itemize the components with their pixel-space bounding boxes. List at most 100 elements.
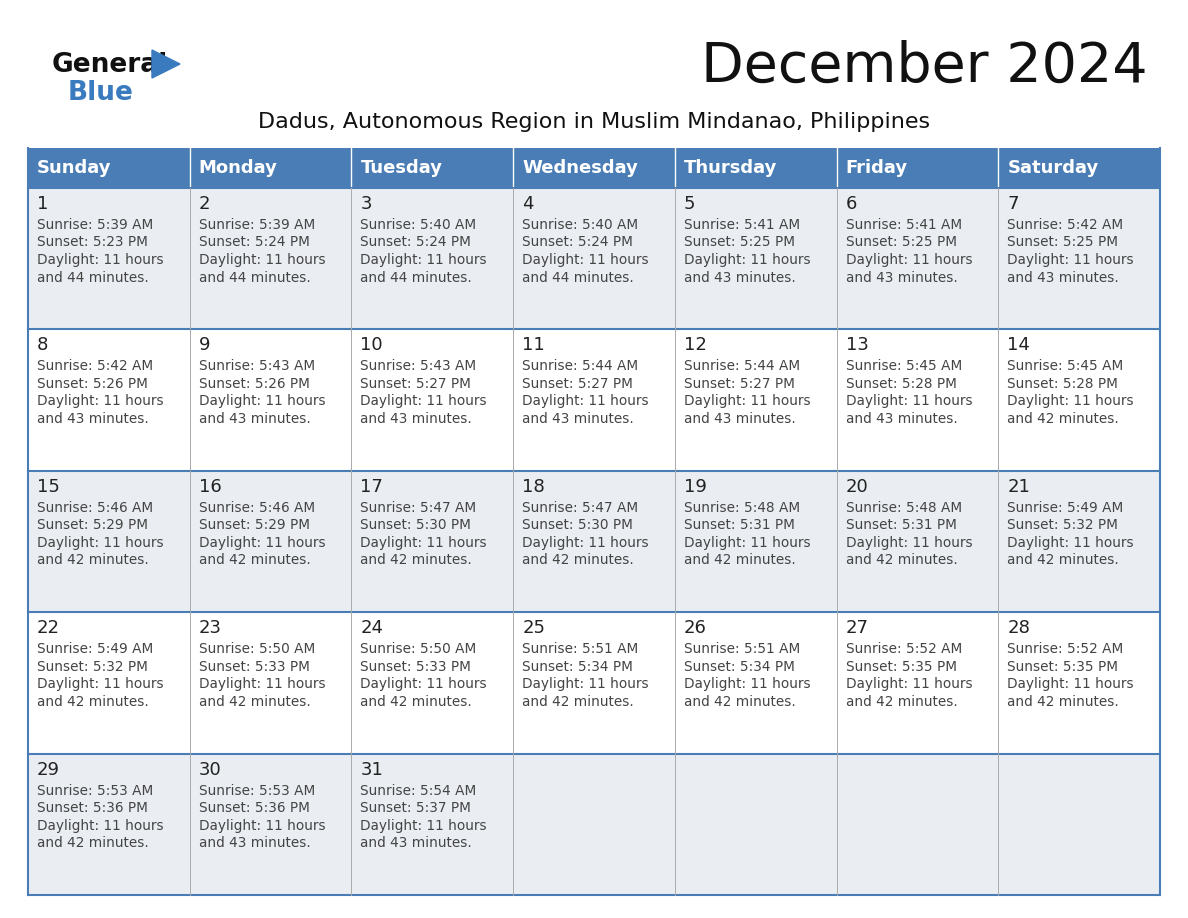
Text: 29: 29 <box>37 761 61 778</box>
Bar <box>513 330 675 471</box>
Text: Wednesday: Wednesday <box>523 159 638 177</box>
Text: Sunrise: 5:45 AM: Sunrise: 5:45 AM <box>1007 360 1124 374</box>
Text: Sunrise: 5:46 AM: Sunrise: 5:46 AM <box>37 501 153 515</box>
Text: Sunrise: 5:52 AM: Sunrise: 5:52 AM <box>846 643 962 656</box>
Text: Sunset: 5:33 PM: Sunset: 5:33 PM <box>360 660 472 674</box>
Text: Sunrise: 5:48 AM: Sunrise: 5:48 AM <box>684 501 800 515</box>
Bar <box>836 188 998 330</box>
Text: Sunset: 5:37 PM: Sunset: 5:37 PM <box>360 801 472 815</box>
Text: and 43 minutes.: and 43 minutes. <box>360 412 472 426</box>
Text: 24: 24 <box>360 620 384 637</box>
Text: Sunrise: 5:40 AM: Sunrise: 5:40 AM <box>523 218 638 232</box>
Bar <box>675 188 836 330</box>
Text: Daylight: 11 hours: Daylight: 11 hours <box>1007 395 1133 409</box>
Text: Sunset: 5:30 PM: Sunset: 5:30 PM <box>360 519 472 532</box>
Text: Dadus, Autonomous Region in Muslim Mindanao, Philippines: Dadus, Autonomous Region in Muslim Minda… <box>258 112 930 132</box>
Text: 20: 20 <box>846 477 868 496</box>
Text: Sunset: 5:34 PM: Sunset: 5:34 PM <box>684 660 795 674</box>
Text: and 42 minutes.: and 42 minutes. <box>360 695 472 709</box>
Bar <box>675 330 836 471</box>
Bar <box>513 188 675 330</box>
Bar <box>513 612 675 754</box>
Text: Sunrise: 5:53 AM: Sunrise: 5:53 AM <box>37 784 153 798</box>
Text: Sunset: 5:24 PM: Sunset: 5:24 PM <box>360 236 472 250</box>
Text: Sunset: 5:33 PM: Sunset: 5:33 PM <box>198 660 310 674</box>
Text: 19: 19 <box>684 477 707 496</box>
Text: and 42 minutes.: and 42 minutes. <box>37 695 148 709</box>
Bar <box>998 148 1159 188</box>
Text: and 44 minutes.: and 44 minutes. <box>360 271 472 285</box>
Text: Thursday: Thursday <box>684 159 777 177</box>
Text: and 43 minutes.: and 43 minutes. <box>846 412 958 426</box>
Bar <box>352 471 513 612</box>
Text: Saturday: Saturday <box>1007 159 1099 177</box>
Text: Sunset: 5:32 PM: Sunset: 5:32 PM <box>1007 519 1118 532</box>
Text: Sunset: 5:23 PM: Sunset: 5:23 PM <box>37 236 147 250</box>
Text: 10: 10 <box>360 336 383 354</box>
Bar <box>513 754 675 895</box>
Bar <box>675 471 836 612</box>
Text: Sunrise: 5:41 AM: Sunrise: 5:41 AM <box>684 218 800 232</box>
Text: 7: 7 <box>1007 195 1019 213</box>
Text: 30: 30 <box>198 761 221 778</box>
Text: Daylight: 11 hours: Daylight: 11 hours <box>846 677 972 691</box>
Bar <box>998 188 1159 330</box>
Bar <box>836 754 998 895</box>
Text: Sunset: 5:36 PM: Sunset: 5:36 PM <box>37 801 147 815</box>
Text: and 43 minutes.: and 43 minutes. <box>1007 271 1119 285</box>
Bar <box>675 754 836 895</box>
Text: and 43 minutes.: and 43 minutes. <box>684 271 796 285</box>
Text: Daylight: 11 hours: Daylight: 11 hours <box>198 395 326 409</box>
Text: Sunset: 5:34 PM: Sunset: 5:34 PM <box>523 660 633 674</box>
Text: and 42 minutes.: and 42 minutes. <box>684 554 796 567</box>
Text: 23: 23 <box>198 620 222 637</box>
Text: 11: 11 <box>523 336 545 354</box>
Text: 25: 25 <box>523 620 545 637</box>
Text: Sunset: 5:25 PM: Sunset: 5:25 PM <box>1007 236 1118 250</box>
Text: 9: 9 <box>198 336 210 354</box>
Text: Sunset: 5:25 PM: Sunset: 5:25 PM <box>684 236 795 250</box>
Text: Sunrise: 5:44 AM: Sunrise: 5:44 AM <box>523 360 638 374</box>
Text: Daylight: 11 hours: Daylight: 11 hours <box>846 253 972 267</box>
Text: Sunset: 5:31 PM: Sunset: 5:31 PM <box>684 519 795 532</box>
Text: Monday: Monday <box>198 159 278 177</box>
Text: 27: 27 <box>846 620 868 637</box>
Bar <box>29 330 190 471</box>
Bar <box>29 754 190 895</box>
Text: Sunrise: 5:49 AM: Sunrise: 5:49 AM <box>37 643 153 656</box>
Bar <box>998 471 1159 612</box>
Text: and 42 minutes.: and 42 minutes. <box>523 554 634 567</box>
Text: Sunrise: 5:51 AM: Sunrise: 5:51 AM <box>523 643 638 656</box>
Text: Daylight: 11 hours: Daylight: 11 hours <box>37 253 164 267</box>
Text: Blue: Blue <box>68 80 134 106</box>
Text: and 42 minutes.: and 42 minutes. <box>1007 695 1119 709</box>
Text: and 43 minutes.: and 43 minutes. <box>37 412 148 426</box>
Text: and 43 minutes.: and 43 minutes. <box>198 836 310 850</box>
Text: Daylight: 11 hours: Daylight: 11 hours <box>198 536 326 550</box>
Text: and 43 minutes.: and 43 minutes. <box>198 412 310 426</box>
Bar <box>998 754 1159 895</box>
Bar <box>513 471 675 612</box>
Text: 21: 21 <box>1007 477 1030 496</box>
Text: 22: 22 <box>37 620 61 637</box>
Text: 4: 4 <box>523 195 533 213</box>
Text: Sunrise: 5:51 AM: Sunrise: 5:51 AM <box>684 643 800 656</box>
Text: Daylight: 11 hours: Daylight: 11 hours <box>37 819 164 833</box>
Text: and 42 minutes.: and 42 minutes. <box>684 695 796 709</box>
Text: Sunset: 5:25 PM: Sunset: 5:25 PM <box>846 236 956 250</box>
Text: and 43 minutes.: and 43 minutes. <box>360 836 472 850</box>
Bar <box>190 148 352 188</box>
Text: Daylight: 11 hours: Daylight: 11 hours <box>523 677 649 691</box>
Text: Daylight: 11 hours: Daylight: 11 hours <box>523 395 649 409</box>
Text: Sunrise: 5:39 AM: Sunrise: 5:39 AM <box>198 218 315 232</box>
Text: Daylight: 11 hours: Daylight: 11 hours <box>37 677 164 691</box>
Text: 12: 12 <box>684 336 707 354</box>
Text: Sunset: 5:36 PM: Sunset: 5:36 PM <box>198 801 310 815</box>
Text: and 42 minutes.: and 42 minutes. <box>360 554 472 567</box>
Text: 26: 26 <box>684 620 707 637</box>
Bar <box>190 754 352 895</box>
Text: Sunrise: 5:41 AM: Sunrise: 5:41 AM <box>846 218 962 232</box>
Bar <box>190 330 352 471</box>
Text: and 42 minutes.: and 42 minutes. <box>198 554 310 567</box>
Bar <box>513 148 675 188</box>
